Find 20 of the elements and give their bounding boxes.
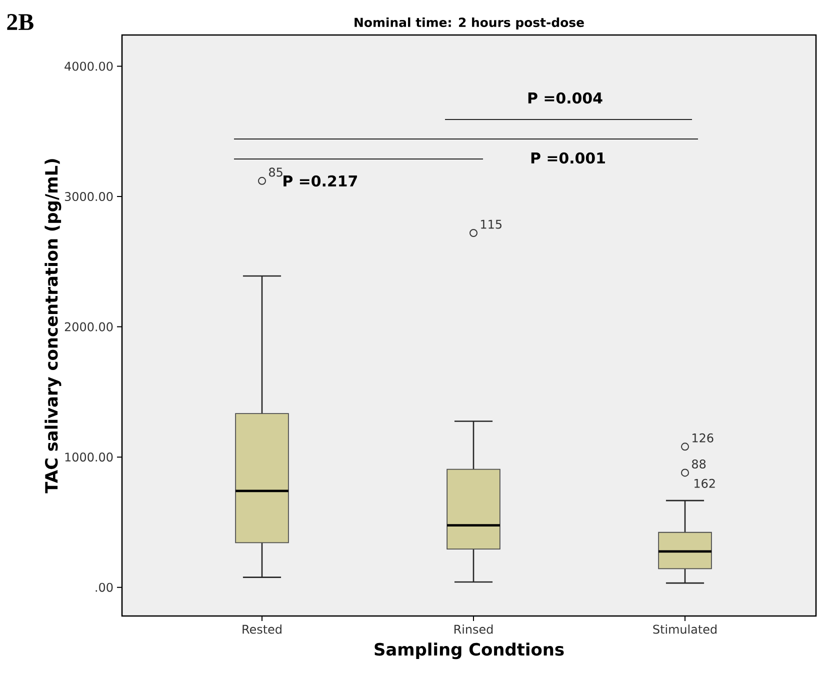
annotation: 162 [694, 478, 715, 488]
x-tick-label: Stimulated [653, 624, 716, 634]
y-tick-label: .00 [96, 582, 113, 592]
y-tick-label: 1000.00 [65, 452, 113, 462]
x-tick-label: Rested [242, 624, 282, 634]
annotation: P =0.217 [284, 175, 357, 187]
chart-title: Nominal time: 2 hours post-dose [354, 17, 584, 30]
annotation: 115 [481, 220, 502, 229]
annotation: 85 [269, 168, 282, 177]
annotation: 126 [692, 433, 714, 442]
y-tick-label: 3000.00 [64, 192, 113, 202]
y-tick-label: 4000.00 [64, 62, 113, 71]
y-axis-title: TAC salivary concentration (pg/mL) [44, 159, 62, 494]
annotation: P =0.004 [528, 92, 602, 104]
x-axis-title: Sampling Condtions [374, 642, 564, 660]
x-tick-label: Rinsed [454, 624, 493, 634]
annotation: P =0.001 [531, 152, 605, 164]
annotation: 88 [692, 459, 706, 469]
y-tick-label: 2000.00 [64, 322, 113, 332]
text: 2B [7, 14, 34, 30]
